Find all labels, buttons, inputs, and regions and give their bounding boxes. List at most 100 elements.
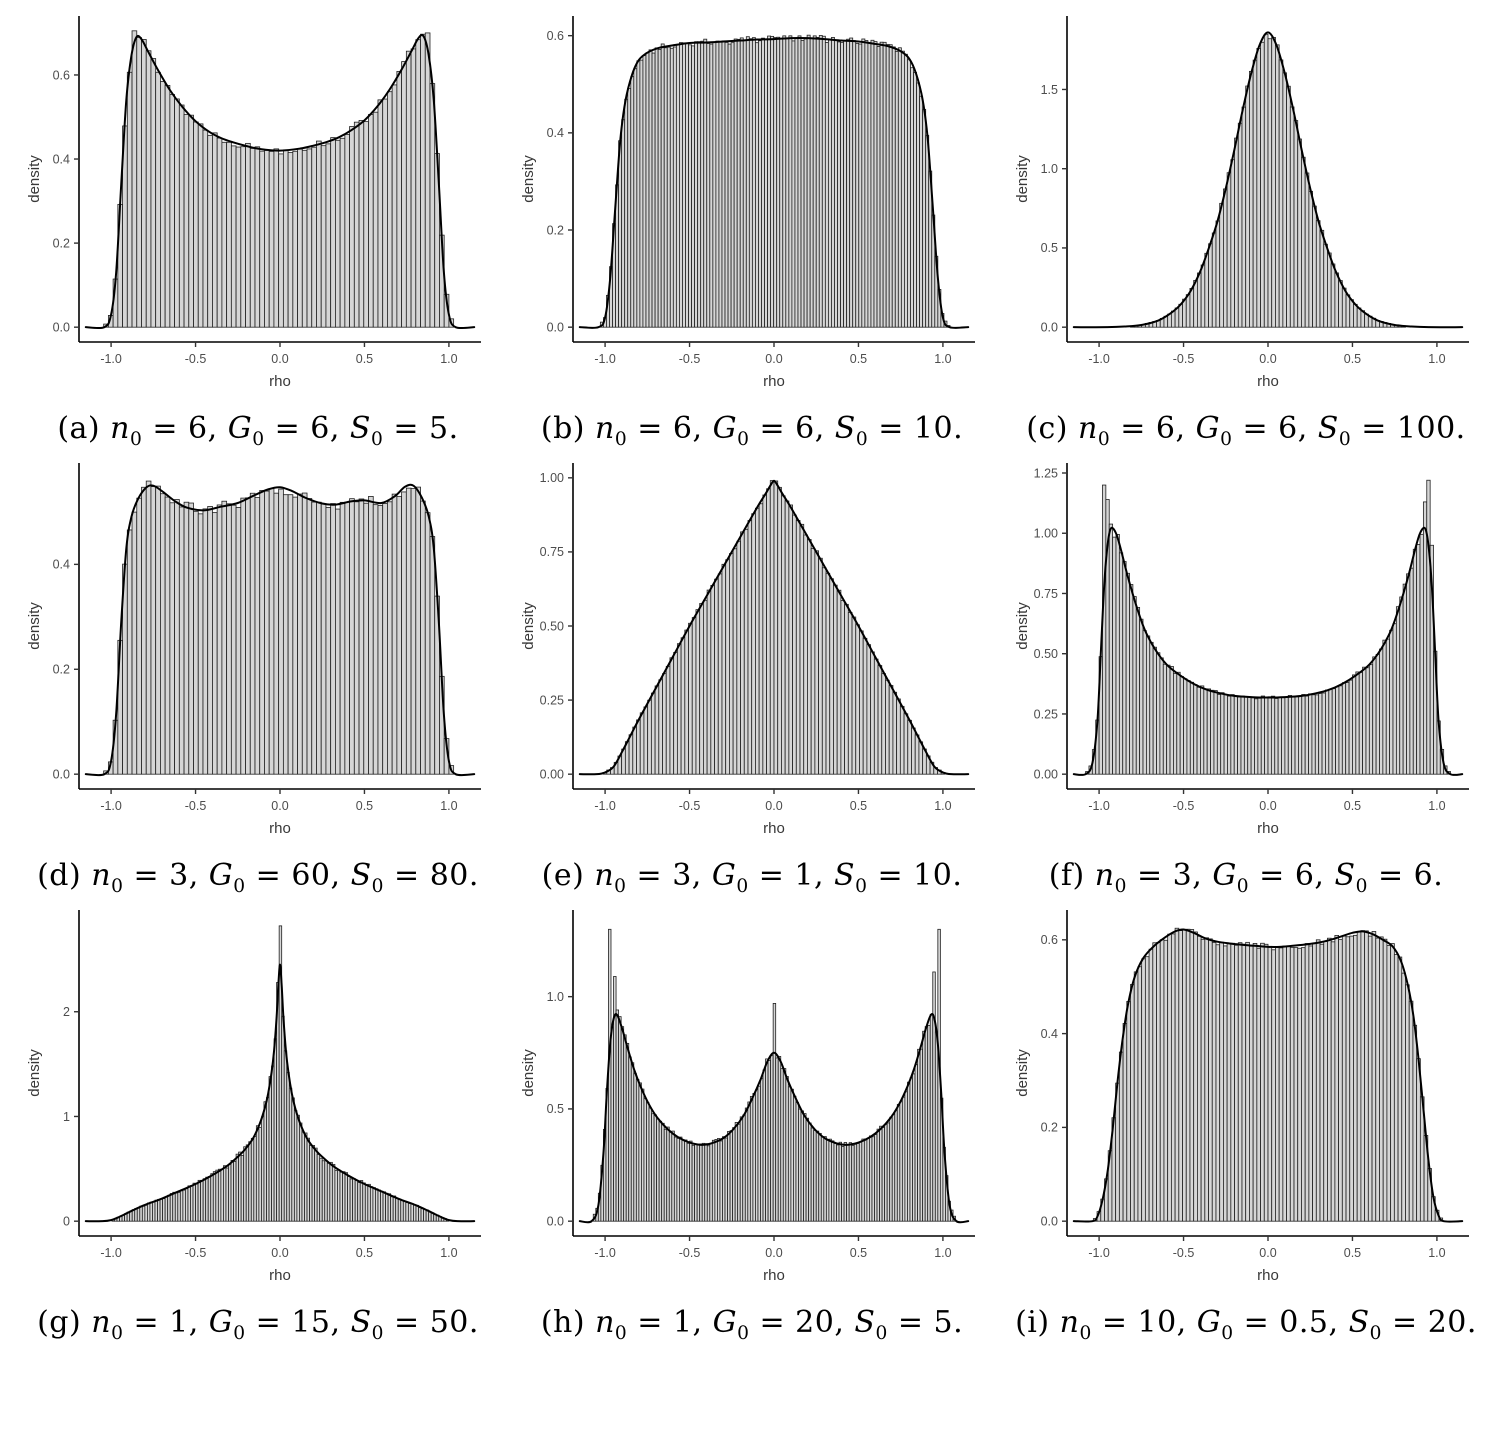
- caption-c: (c) n0 = 6, G0 = 6, S0 = 100.: [1026, 411, 1466, 450]
- y-tick-label: 0.75: [540, 545, 564, 559]
- caption-g: (g) n0 = 1, G0 = 15, S0 = 50.: [37, 1305, 479, 1344]
- density-curve: [578, 479, 970, 776]
- panel-d: -1.0 -0.5 0.0 0.5 1.0 0.0 0.2 0.4 rho density (d)…: [14, 455, 502, 897]
- x-tick-label: -0.5: [185, 352, 207, 366]
- histogram-bars: [602, 480, 946, 775]
- y-tick-label: 1.00: [1034, 527, 1058, 541]
- y-axis-label: density: [520, 602, 537, 650]
- y-axis: 0.00 0.25 0.50 0.75 1.00 1.25: [1034, 463, 1068, 789]
- y-tick-label: 0.0: [1041, 1214, 1058, 1228]
- panel-g: -1.0 -0.5 0.0 0.5 1.0 0 1 2 rho density (g) n0 = …: [14, 902, 502, 1344]
- panel-a: -1.0 -0.5 0.0 0.5 1.0 0.0 0.2 0.4 0.6 rho density …: [14, 8, 502, 450]
- panel-h: -1.0 -0.5 0.0 0.5 1.0 0.0 0.5 1.0 rho density (h)…: [508, 902, 996, 1343]
- y-axis-label: density: [26, 155, 43, 203]
- x-tick-label: 1.0: [440, 352, 457, 366]
- y-axis: 0.0 0.2 0.4 0.6: [53, 16, 80, 342]
- panel-e: -1.0 -0.5 0.0 0.5 1.0 0.00 0.25 0.50 0.75 1.00 rho…: [508, 455, 996, 897]
- density-curve: [84, 483, 476, 777]
- x-tick-label: -1.0: [100, 799, 122, 813]
- histogram-bars: [103, 30, 455, 328]
- y-tick-label: 0.00: [1034, 767, 1058, 781]
- x-tick-label: 0.5: [1344, 799, 1361, 813]
- histogram-bars: [103, 480, 455, 775]
- x-tick-label: 0.0: [271, 352, 288, 366]
- x-tick-label: -1.0: [1088, 799, 1110, 813]
- x-axis-label: rho: [1257, 1267, 1279, 1284]
- density-curve: [578, 1013, 970, 1224]
- y-tick-label: 0.2: [53, 236, 70, 250]
- histogram-bars: [111, 925, 450, 1222]
- histogram-chart-g: -1.0 -0.5 0.0 0.5 1.0 0 1 2 rho density: [23, 902, 493, 1294]
- density-curve: [1072, 31, 1464, 329]
- panel-f: -1.0 -0.5 0.0 0.5 1.0 0.00 0.25 0.50 0.75 1.00 1.2…: [1002, 455, 1490, 897]
- x-tick-label: 0.5: [1344, 1246, 1361, 1260]
- x-tick-label: 0.0: [765, 352, 782, 366]
- density-curve: [578, 36, 970, 329]
- x-tick-label: 1.0: [934, 799, 951, 813]
- x-axis: -1.0 -0.5 0.0 0.5 1.0: [79, 1235, 481, 1260]
- y-tick-label: 0.0: [547, 320, 564, 334]
- y-axis-label: density: [520, 1049, 537, 1097]
- panel-c: -1.0 -0.5 0.0 0.5 1.0 0.0 0.5 1.0 1.5 rho density …: [1002, 8, 1490, 450]
- x-tick-label: -0.5: [1173, 799, 1195, 813]
- panel-b: -1.0 -0.5 0.0 0.5 1.0 0.0 0.2 0.4 0.6 rho density …: [508, 8, 996, 449]
- y-tick-label: 1.0: [1041, 162, 1058, 176]
- x-tick-label: -0.5: [679, 1246, 701, 1260]
- y-tick-label: 1.5: [1041, 83, 1058, 97]
- caption-a: (a) n0 = 6, G0 = 6, S0 = 5.: [57, 411, 459, 450]
- x-tick-label: 0.5: [356, 352, 373, 366]
- x-axis: -1.0 -0.5 0.0 0.5 1.0: [1067, 788, 1469, 813]
- caption-e: (e) n0 = 3, G0 = 1, S0 = 10.: [541, 858, 963, 897]
- x-tick-label: 1.0: [440, 1246, 457, 1260]
- x-tick-label: 0.5: [850, 352, 867, 366]
- y-tick-label: 0.25: [1034, 707, 1058, 721]
- y-tick-label: 0.0: [53, 320, 70, 334]
- x-axis-label: rho: [763, 1267, 785, 1284]
- x-tick-label: -0.5: [679, 352, 701, 366]
- x-tick-label: -0.5: [1173, 1246, 1195, 1260]
- x-tick-label: 0.0: [1259, 352, 1276, 366]
- y-tick-label: 0.2: [547, 223, 564, 237]
- x-tick-label: -1.0: [594, 799, 616, 813]
- x-axis-label: rho: [763, 373, 785, 390]
- y-axis: 0.0 0.2 0.4 0.6: [1041, 910, 1068, 1236]
- x-tick-label: -1.0: [594, 1246, 616, 1260]
- y-axis: 0.0 0.5 1.0 1.5: [1041, 16, 1068, 342]
- x-tick-label: -1.0: [100, 352, 122, 366]
- x-axis: -1.0 -0.5 0.0 0.5 1.0: [573, 788, 975, 813]
- x-tick-label: 0.0: [1259, 1246, 1276, 1260]
- histogram-chart-f: -1.0 -0.5 0.0 0.5 1.0 0.00 0.25 0.50 0.75 1.00 1.2…: [1011, 455, 1481, 847]
- figure-grid: -1.0 -0.5 0.0 0.5 1.0 0.0 0.2 0.4 0.6 rho density …: [14, 8, 1490, 1344]
- y-tick-label: 0.0: [53, 767, 70, 781]
- y-tick-label: 0.00: [540, 767, 564, 781]
- x-tick-label: 1.0: [1428, 799, 1445, 813]
- panel-i: -1.0 -0.5 0.0 0.5 1.0 0.0 0.2 0.4 0.6 rho density …: [1002, 902, 1490, 1344]
- y-tick-label: 0.2: [1041, 1121, 1058, 1135]
- caption-d: (d) n0 = 3, G0 = 60, S0 = 80.: [37, 858, 479, 897]
- y-tick-label: 0.4: [1041, 1027, 1058, 1041]
- caption-f: (f) n0 = 3, G0 = 6, S0 = 6.: [1048, 858, 1444, 897]
- x-axis-label: rho: [763, 820, 785, 837]
- x-tick-label: -1.0: [100, 1246, 122, 1260]
- y-tick-label: 0.75: [1034, 587, 1058, 601]
- y-axis: 0.00 0.25 0.50 0.75 1.00: [540, 463, 574, 789]
- x-axis: -1.0 -0.5 0.0 0.5 1.0: [573, 1235, 975, 1260]
- density-curve: [84, 963, 476, 1223]
- y-axis-label: density: [1014, 1049, 1031, 1097]
- caption-i: (i) n0 = 10, G0 = 0.5, S0 = 20.: [1015, 1305, 1477, 1344]
- histogram-bars: [592, 928, 956, 1222]
- x-tick-label: -0.5: [185, 799, 207, 813]
- y-tick-label: 0: [63, 1214, 70, 1228]
- y-axis: 0.0 0.2 0.4 0.6: [547, 16, 574, 342]
- density-curve: [84, 33, 476, 330]
- y-tick-label: 0.6: [1041, 933, 1058, 947]
- y-tick-label: 0.4: [53, 152, 70, 166]
- histogram-chart-c: -1.0 -0.5 0.0 0.5 1.0 0.0 0.5 1.0 1.5 rho density: [1011, 8, 1481, 400]
- y-tick-label: 0.5: [547, 1102, 564, 1116]
- x-axis-label: rho: [269, 820, 291, 837]
- histogram-chart-e: -1.0 -0.5 0.0 0.5 1.0 0.00 0.25 0.50 0.75 1.00 rho…: [517, 455, 987, 847]
- histogram-bars: [1130, 33, 1406, 328]
- histogram-bars: [599, 34, 951, 328]
- x-axis-label: rho: [269, 373, 291, 390]
- x-tick-label: 1.0: [1428, 352, 1445, 366]
